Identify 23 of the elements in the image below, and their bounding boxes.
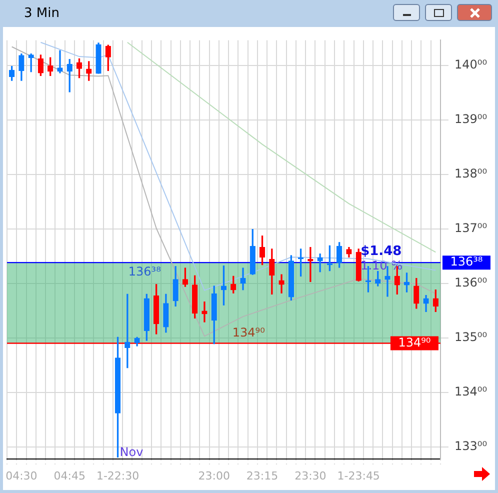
- annotation: $1.48: [360, 244, 402, 260]
- ref-line-label: 134⁹⁰: [398, 335, 431, 350]
- annotation: 134⁹⁰: [232, 325, 266, 340]
- y-tick-label: 135⁰⁰: [454, 330, 488, 344]
- x-tick-label: 23:00: [198, 469, 230, 482]
- annotation: Nov: [120, 445, 144, 460]
- y-tick-label: 140⁰⁰: [454, 57, 488, 72]
- x-tick-label: 1-23:45: [337, 469, 380, 482]
- y-tick-label: 136⁰⁰: [454, 275, 488, 290]
- x-tick-label: 23:30: [294, 469, 326, 482]
- y-tick-label: 134⁰⁰: [454, 384, 488, 398]
- y-tick-label: 137⁰⁰: [454, 220, 488, 235]
- annotation: 1.10 %: [360, 258, 403, 273]
- y-tick-label: 133⁰⁰: [454, 438, 488, 453]
- chart-title: 3 Min: [24, 6, 60, 21]
- x-tick-label: 1-22:30: [96, 469, 140, 482]
- ref-line-label: 136³⁸: [450, 254, 483, 269]
- y-tick-label: 138⁰⁰: [454, 166, 488, 180]
- x-tick-label: 04:30: [6, 469, 38, 482]
- x-tick-label: 23:15: [246, 469, 278, 482]
- annotation: 136³⁸: [128, 264, 162, 279]
- x-tick-label: 04:45: [54, 469, 86, 482]
- y-tick-label: 139⁰⁰: [454, 112, 488, 126]
